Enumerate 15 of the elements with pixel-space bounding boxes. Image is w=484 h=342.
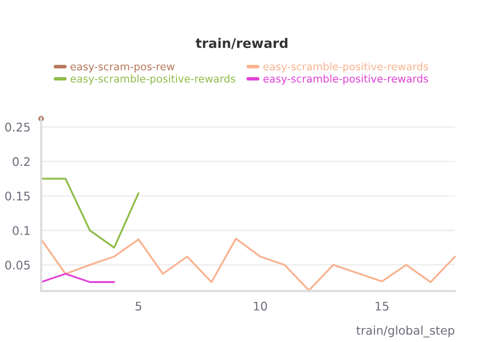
legend-label: easy-scram-pos-rew <box>70 64 174 72</box>
line-series <box>40 178 140 249</box>
y-tick-label: 0.15 <box>5 192 30 201</box>
y-tick-label: 0.1 <box>12 226 30 236</box>
x-axis-title: train/global_step <box>356 326 454 338</box>
x-tick-label: 10 <box>254 302 267 311</box>
legend-label: easy-scramble-positive-rewards <box>263 62 428 72</box>
y-tick-label: 0.05 <box>5 260 30 270</box>
y-tick-label: 0.2 <box>12 157 30 166</box>
x-tick-label: 15 <box>376 302 388 311</box>
chart-title: train/reward <box>196 38 288 50</box>
y-tick-label: 0.25 <box>5 122 30 132</box>
legend-label: easy-scramble-positive-rewards <box>70 74 236 85</box>
x-tick-label: 5 <box>136 302 142 311</box>
legend-label: easy-scramble-positive-rewards <box>263 74 428 85</box>
